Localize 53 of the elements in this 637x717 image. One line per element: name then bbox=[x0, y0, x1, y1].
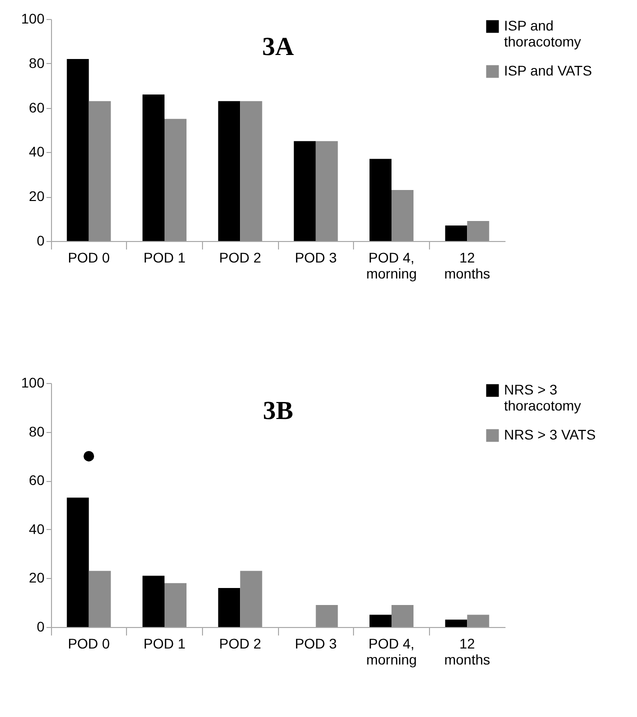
bar bbox=[218, 101, 240, 241]
bar bbox=[142, 94, 164, 241]
bar bbox=[240, 570, 262, 627]
y-tick-label: 20 bbox=[28, 188, 45, 204]
bar bbox=[370, 158, 392, 241]
x-tick-label: POD 4, morning bbox=[366, 636, 417, 668]
legend-label: ISP and VATS bbox=[504, 62, 592, 78]
y-tick-label: 20 bbox=[28, 570, 45, 586]
bar bbox=[142, 576, 164, 627]
bar bbox=[240, 101, 262, 241]
legend-label: NRS > 3 thoracotomy bbox=[504, 382, 582, 414]
bar bbox=[88, 101, 111, 241]
bar bbox=[66, 58, 89, 241]
x-tick-label: POD 0 bbox=[68, 250, 110, 266]
y-tick-label: 0 bbox=[36, 618, 45, 634]
bar bbox=[370, 614, 392, 627]
x-tick-label: POD 3 bbox=[294, 636, 338, 652]
y-tick-label: 40 bbox=[28, 144, 45, 160]
x-tick-label: 12 months bbox=[444, 636, 490, 668]
text: 3A bbox=[262, 32, 294, 61]
legend-label: ISP and thoracotomy bbox=[504, 18, 582, 50]
y-tick-label: 40 bbox=[28, 520, 45, 537]
text: 3B bbox=[262, 396, 294, 425]
bar bbox=[445, 620, 468, 627]
legend-label: NRS > 3 VATS bbox=[504, 426, 596, 442]
x-tick-label: POD 3 bbox=[294, 250, 338, 266]
bar bbox=[392, 190, 414, 241]
bar bbox=[467, 614, 490, 627]
bar bbox=[218, 588, 240, 627]
bar bbox=[445, 225, 468, 241]
x-tick-label: POD 4, morning bbox=[366, 250, 417, 282]
bar bbox=[164, 118, 186, 241]
y-tick-label: 60 bbox=[28, 472, 45, 488]
bar bbox=[392, 605, 414, 627]
bar bbox=[164, 583, 186, 627]
bar bbox=[316, 605, 338, 627]
bar bbox=[88, 570, 111, 627]
y-tick-label: 80 bbox=[28, 423, 45, 440]
bar bbox=[66, 498, 89, 627]
x-tick-label: POD 2 bbox=[219, 250, 262, 266]
x-tick-label: POD 0 bbox=[68, 636, 110, 652]
bar bbox=[467, 221, 490, 241]
x-tick-label: POD 1 bbox=[143, 250, 186, 266]
x-tick-label: POD 2 bbox=[219, 636, 262, 652]
y-tick-label: 100 bbox=[21, 374, 45, 390]
y-tick-label: 0 bbox=[36, 232, 45, 248]
x-tick-label: 12 months bbox=[444, 250, 490, 282]
y-tick-label: 80 bbox=[28, 54, 45, 71]
y-tick-label: 100 bbox=[21, 10, 45, 26]
y-tick-label: 60 bbox=[28, 99, 45, 116]
bar bbox=[294, 141, 316, 241]
bar bbox=[316, 141, 338, 241]
x-tick-label: POD 1 bbox=[143, 636, 186, 652]
